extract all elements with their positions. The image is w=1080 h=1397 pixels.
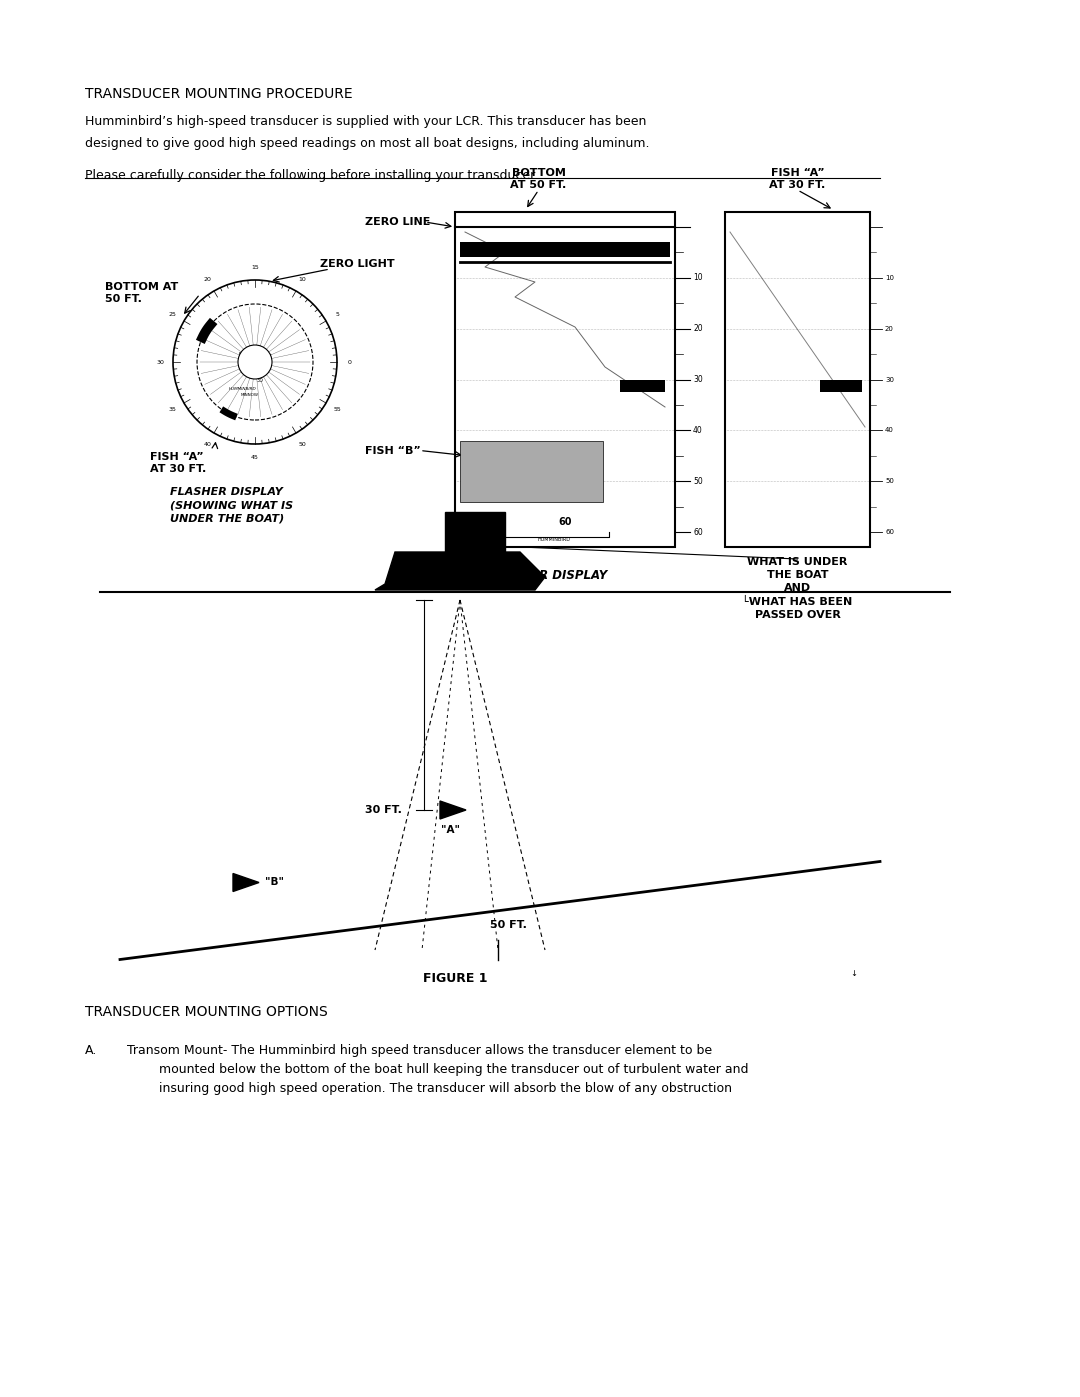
Text: Humminbird’s high-speed transducer is supplied with your LCR. This transducer ha: Humminbird’s high-speed transducer is su… [85,115,646,129]
Text: 30 FT.: 30 FT. [365,805,402,814]
Text: 3D: 3D [257,377,264,383]
Text: 30: 30 [157,359,164,365]
Text: Please carefully consider the following before installing your transducer.: Please carefully consider the following … [85,169,538,182]
Text: 25: 25 [168,312,177,317]
Text: BOTTOM AT
50 FT.: BOTTOM AT 50 FT. [105,282,178,303]
Bar [455,212,675,548]
Text: LCR: LCR [255,369,265,374]
Bar [820,380,862,391]
Text: 0: 0 [348,359,352,365]
Bar [460,242,670,257]
Polygon shape [375,552,545,590]
Circle shape [238,345,272,379]
Text: "A": "A" [441,826,459,835]
Text: BOTTOM
AT 50 FT.: BOTTOM AT 50 FT. [511,169,567,190]
Text: 40: 40 [693,426,703,434]
Text: 20: 20 [693,324,703,332]
Text: 50: 50 [885,478,894,485]
Text: 30: 30 [693,374,703,384]
Text: FISH “B”: FISH “B” [365,446,421,455]
Text: 60: 60 [693,528,703,536]
Text: BIRD: BIRD [247,360,262,366]
Text: MINNOW: MINNOW [241,393,259,397]
Text: 20: 20 [885,326,894,331]
Text: ↓: ↓ [850,970,858,978]
Polygon shape [233,873,259,891]
Text: designed to give good high speed readings on most all boat designs, including al: designed to give good high speed reading… [85,137,649,149]
Bar [620,380,665,391]
Text: 40: 40 [885,427,894,433]
Text: 50: 50 [299,441,307,447]
Text: LCR DISPLAY: LCR DISPLAY [523,569,607,583]
Text: HUMMING-: HUMMING- [239,352,272,356]
Text: 45: 45 [251,454,259,460]
Text: 10: 10 [299,277,307,282]
Text: 30: 30 [885,377,894,383]
Text: 15: 15 [252,264,259,270]
Text: 35: 35 [168,407,177,412]
Text: 40: 40 [203,441,212,447]
Text: 50: 50 [693,476,703,486]
Text: 10: 10 [693,274,703,282]
Text: "B": "B" [265,877,284,887]
Text: A.: A. [85,1044,97,1058]
Text: FISH “A”
AT 30 FT.: FISH “A” AT 30 FT. [150,453,206,474]
Text: 20: 20 [203,277,212,282]
Text: TRANSDUCER MOUNTING PROCEDURE: TRANSDUCER MOUNTING PROCEDURE [85,87,353,101]
Text: 50 FT.: 50 FT. [490,921,527,930]
Text: Transom Mount- The Humminbird high speed transducer allows the transducer elemen: Transom Mount- The Humminbird high speed… [127,1044,748,1095]
Text: 60: 60 [885,529,894,535]
Text: FIGURE 1: FIGURE 1 [422,972,487,985]
Text: ZERO LIGHT: ZERO LIGHT [320,258,394,270]
Text: HUMMINBIRD: HUMMINBIRD [229,387,257,391]
Text: 10: 10 [885,275,894,281]
Bar [460,440,603,502]
Text: ZERO LINE: ZERO LINE [365,217,430,226]
Text: 5: 5 [335,312,339,317]
Text: TRANSDUCER MOUNTING OPTIONS: TRANSDUCER MOUNTING OPTIONS [85,1004,327,1018]
Text: FISH “A”
AT 30 FT.: FISH “A” AT 30 FT. [769,169,825,190]
Text: 55: 55 [334,407,341,412]
Text: FLASHER DISPLAY
(SHOWING WHAT IS
UNDER THE BOAT): FLASHER DISPLAY (SHOWING WHAT IS UNDER T… [170,488,293,524]
Polygon shape [445,511,505,552]
Text: HUMMINBIRD: HUMMINBIRD [538,536,570,542]
Bar [725,212,870,548]
Text: WHAT IS UNDER
THE BOAT
AND
└WHAT HAS BEEN
PASSED OVER: WHAT IS UNDER THE BOAT AND └WHAT HAS BEE… [742,557,852,620]
Polygon shape [440,800,465,819]
Text: 60: 60 [558,517,571,527]
